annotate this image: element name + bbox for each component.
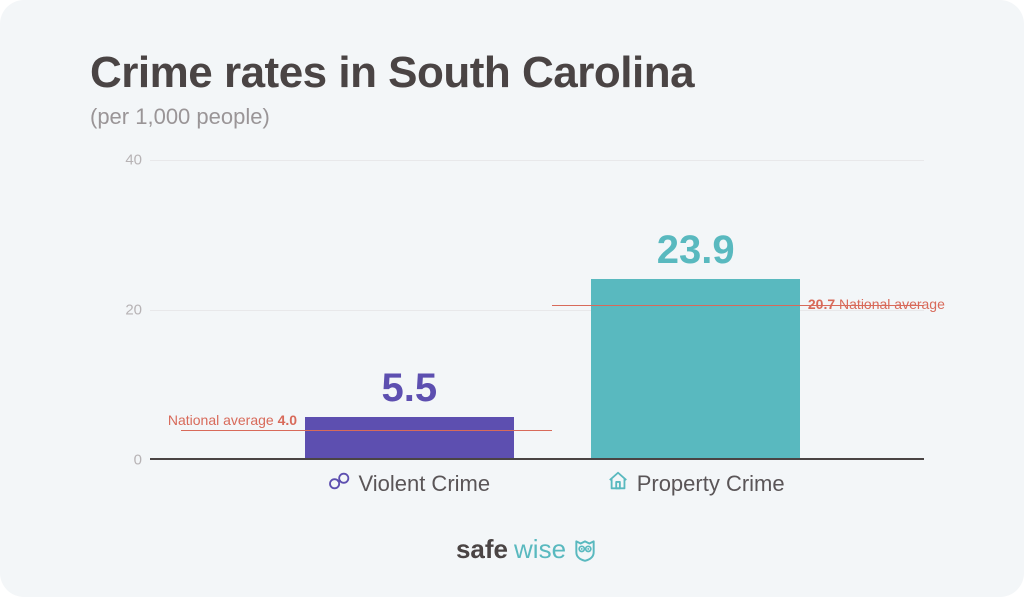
- owl-icon: [572, 537, 598, 563]
- handcuffs-icon: [328, 470, 350, 498]
- violent-crime-bar: 5.5: [305, 417, 514, 458]
- violent-national-avg-label: National average 4.0: [168, 412, 297, 428]
- chart-subtitle: (per 1,000 people): [90, 104, 964, 130]
- violent-crime-value: 5.5: [305, 366, 514, 417]
- property-crime-x-label: Property Crime: [607, 470, 785, 498]
- grid-line: [150, 160, 924, 161]
- x-axis-labels: Violent Crime Property Crime: [150, 470, 924, 510]
- y-tick-label: 0: [112, 452, 142, 469]
- y-tick-label: 20: [112, 302, 142, 319]
- chart-area: 0 20 40 5.5 National average 4.0 23.9 20.7 Nat…: [90, 150, 964, 534]
- header: Crime rates in South Carolina (per 1,000…: [90, 48, 964, 130]
- y-tick-label: 40: [112, 152, 142, 169]
- brand-word-2: wise: [514, 534, 566, 565]
- plot-region: 020405.5National average 4.023.920.7 Nat…: [150, 160, 924, 460]
- property-crime-value: 23.9: [591, 228, 800, 279]
- brand-word-1: safe: [456, 534, 508, 565]
- chart-title: Crime rates in South Carolina: [90, 48, 964, 98]
- property-national-avg-label: 20.7 National average: [808, 296, 945, 312]
- house-icon: [607, 470, 629, 498]
- brand-logo: safewise: [90, 534, 964, 573]
- violent-national-avg-line: [181, 430, 553, 431]
- violent-crime-x-label: Violent Crime: [328, 470, 490, 498]
- chart-card: Crime rates in South Carolina (per 1,000…: [0, 0, 1024, 597]
